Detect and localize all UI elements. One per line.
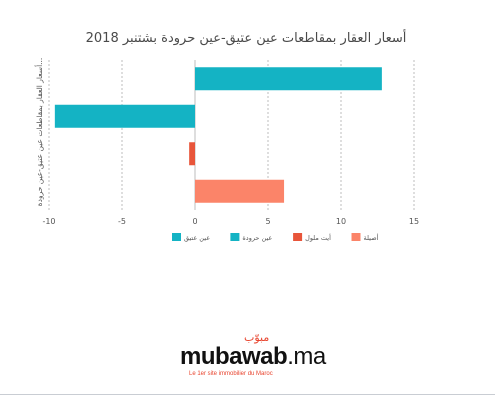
legend-item[interactable]: أصيلة [351, 233, 379, 242]
bar[interactable] [54, 104, 196, 128]
legend-label: أيت ملول [305, 233, 331, 242]
chart: -10 -5 0 5 10 15 أسعار العقار بمقاطعات عين عت… [34, 29, 419, 242]
bar-chart: -10 -5 0 5 10 15 أسعار العقار بمقاطعات عين عت… [34, 29, 419, 242]
y-axis-label: ...أسعار العقار بمقاطعات عين عتيق-عين حر… [34, 58, 44, 207]
legend-swatch [230, 233, 240, 241]
brand-suffix: .ma [287, 343, 326, 370]
brand-wordmark: mubawab.ma [180, 343, 326, 371]
legend-swatch [351, 233, 361, 241]
x-tick-label: 5 [265, 217, 270, 226]
bar[interactable] [195, 67, 382, 91]
legend-swatch [293, 233, 303, 241]
legend-item[interactable]: أيت ملول [293, 233, 331, 242]
chart-title: أسعار العقار بمقاطعات عين عتيق-عين حرودة… [86, 29, 407, 46]
bar[interactable] [189, 142, 195, 166]
legend: عين عتيق عين حرودة أيت ملول أصيلة [172, 233, 379, 242]
legend-label: عين عتيق [184, 234, 210, 242]
brand-name: mubawab [180, 343, 288, 370]
legend-item[interactable]: عين عتيق [172, 233, 210, 242]
footer-divider [0, 394, 495, 395]
x-tick-label: -10 [42, 217, 55, 226]
brand-arabic-name: مبوّب [244, 331, 270, 344]
x-tick-label: 0 [192, 217, 197, 226]
x-tick-label: -5 [118, 217, 126, 226]
legend-label: عين حرودة [242, 234, 272, 242]
x-tick-label: 10 [336, 217, 346, 226]
legend-item[interactable]: عين حرودة [230, 233, 272, 242]
bars [54, 67, 382, 203]
x-tick-label: 15 [409, 217, 419, 226]
brand-tagline: Le 1er site immobilier du Maroc [189, 371, 273, 377]
legend-label: أصيلة [364, 233, 379, 242]
x-axis-ticks: -10 -5 0 5 10 15 [42, 217, 419, 226]
bar[interactable] [195, 179, 285, 203]
legend-swatch [172, 233, 181, 241]
